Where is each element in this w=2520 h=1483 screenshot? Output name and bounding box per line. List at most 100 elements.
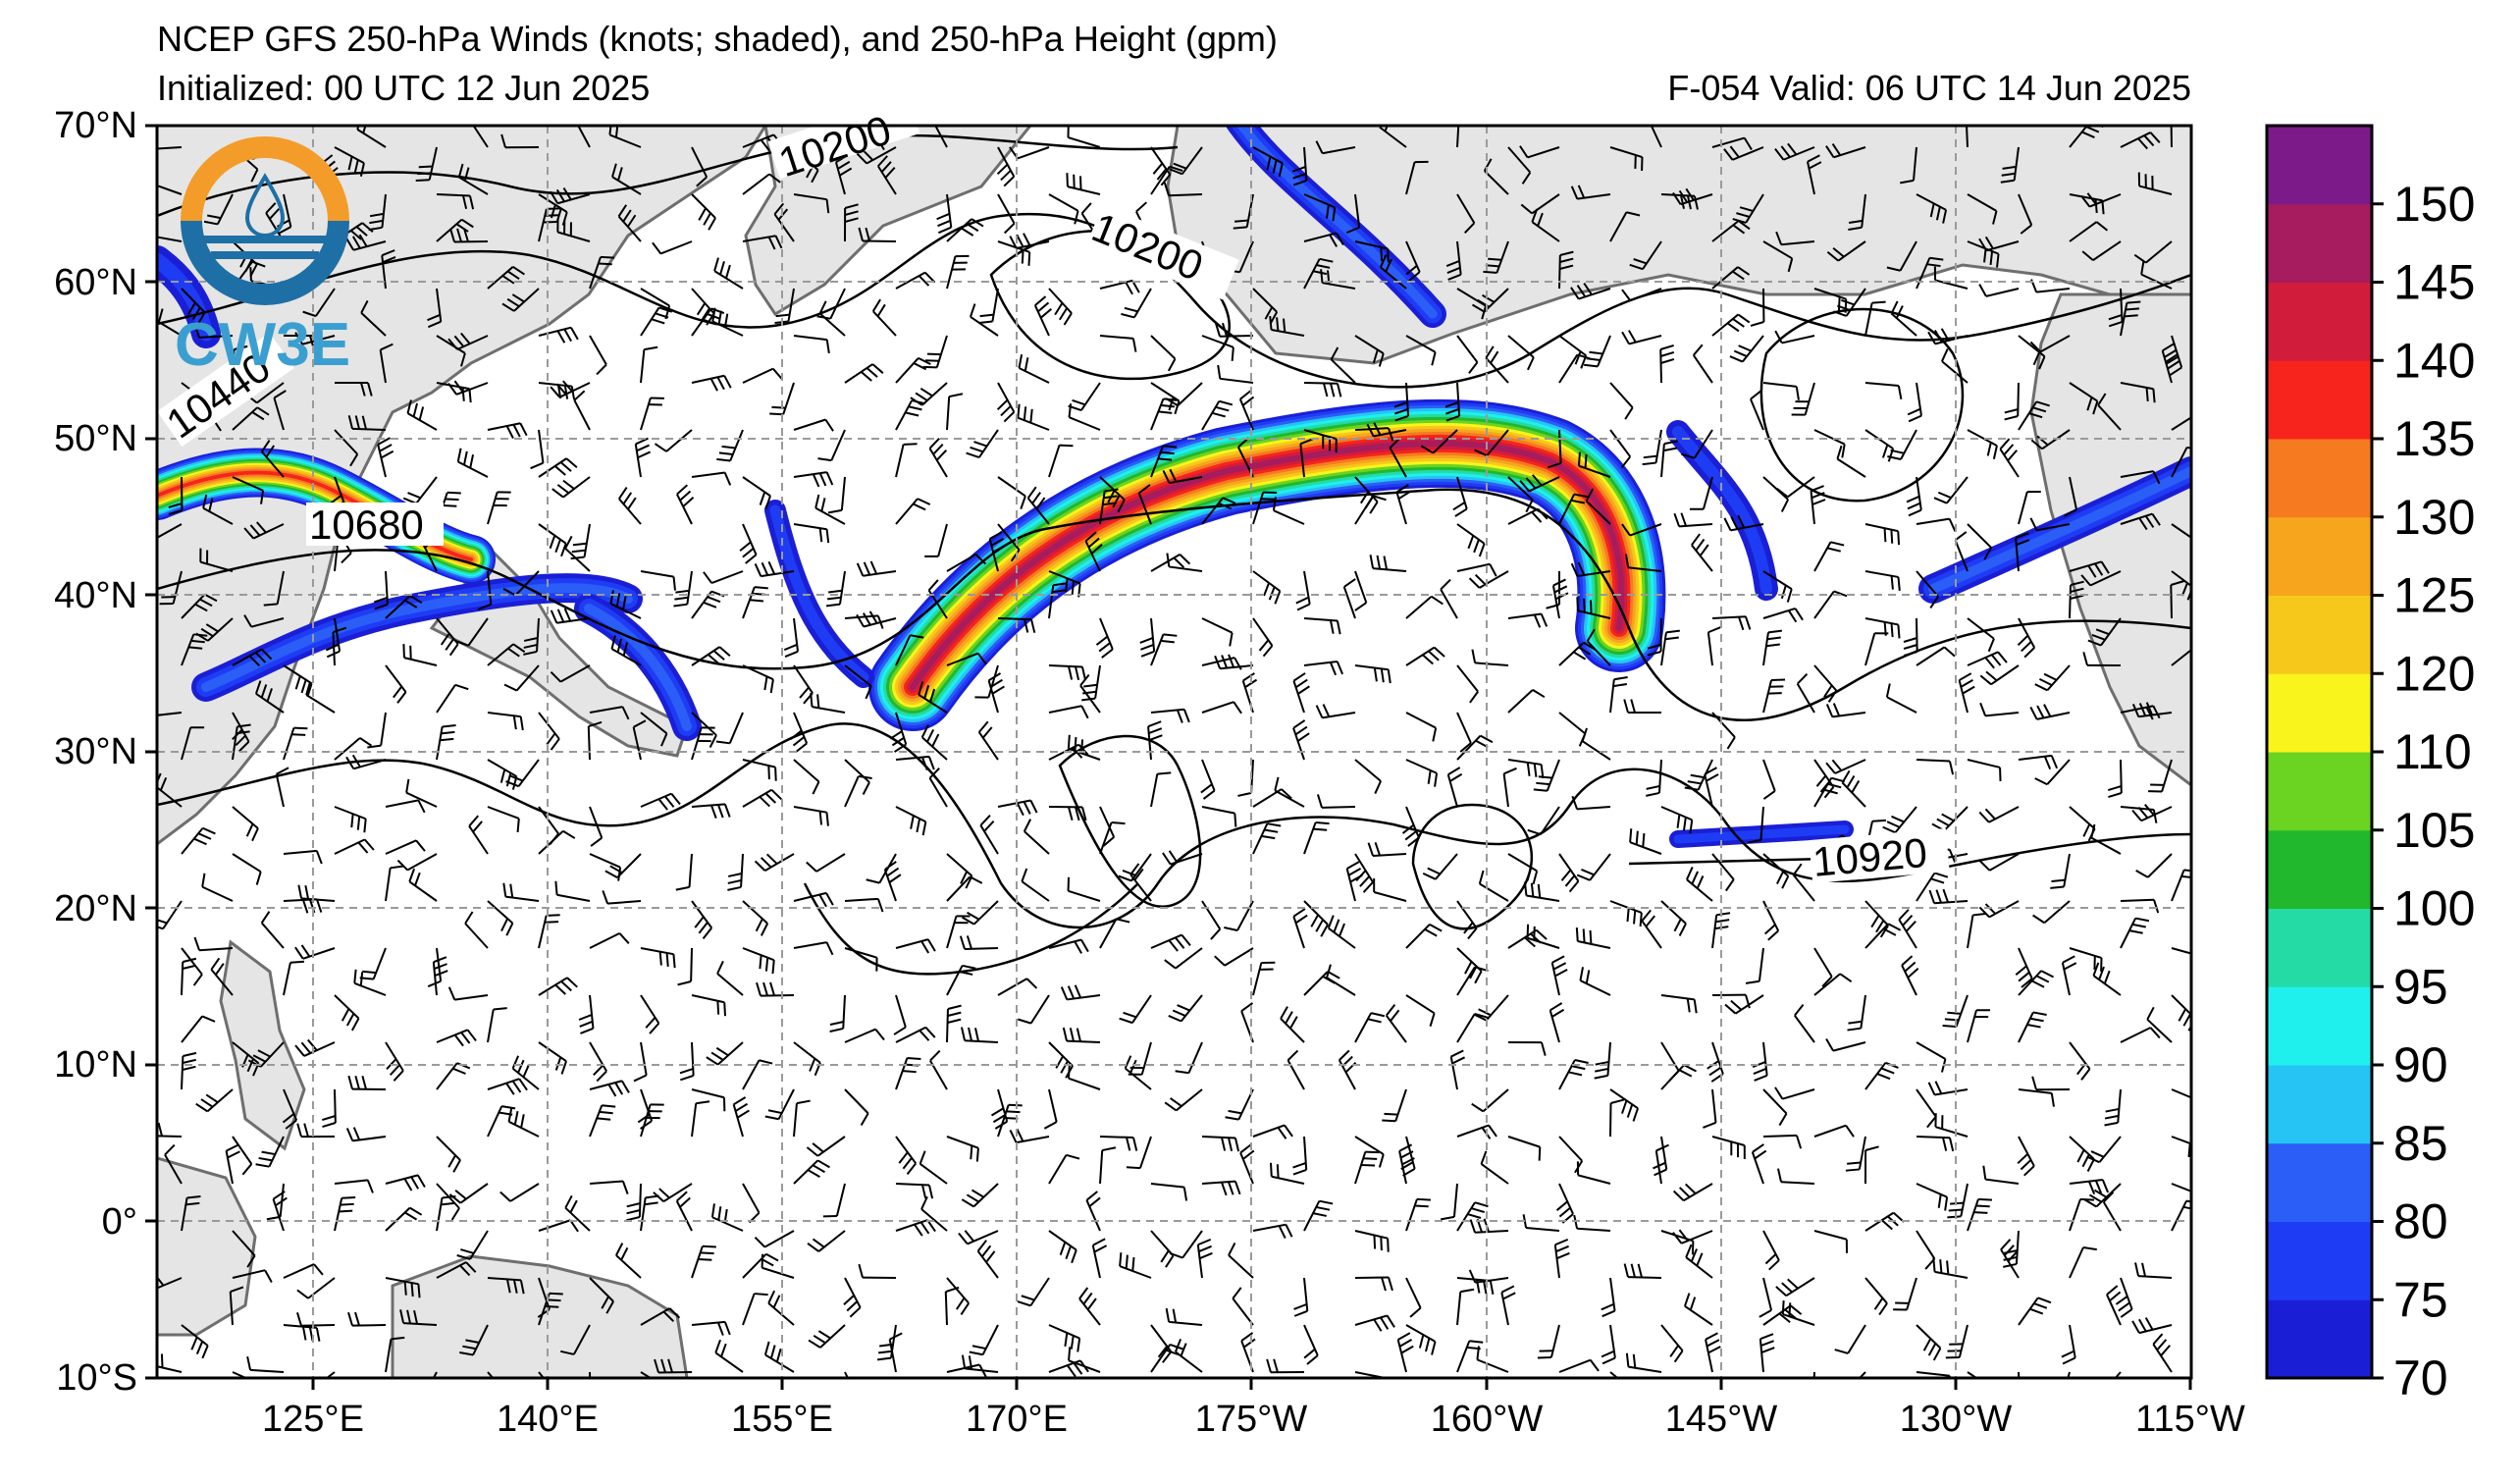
wind-barb-feather	[1932, 1348, 1942, 1361]
wind-barb-feather	[578, 1013, 593, 1021]
wind-barb	[2106, 1294, 2122, 1326]
wind-barb-feather	[2200, 412, 2210, 421]
wind-barb-feather	[2128, 929, 2143, 934]
wind-barb-feather	[1559, 250, 1574, 256]
wind-barb-feather	[1427, 769, 1432, 784]
wind-barb-feather	[1946, 1260, 1950, 1275]
wind-barb	[1016, 240, 1050, 249]
wind-barb-feather	[1792, 863, 1803, 876]
wind-barb	[793, 664, 814, 694]
wind-barb	[1201, 335, 1234, 348]
wind-barb-feather	[1381, 1277, 1387, 1292]
wind-barb	[334, 617, 341, 652]
wind-barb-feather	[500, 133, 506, 148]
wind-barb	[436, 1136, 461, 1161]
wind-barb-feather	[1336, 661, 1344, 675]
wind-barb	[844, 897, 878, 902]
wind-barb-feather	[672, 954, 676, 969]
wind-barb	[1683, 1183, 1713, 1202]
wind-barb-feather	[1811, 485, 1824, 493]
wind-barb-feather	[1362, 881, 1374, 893]
wind-barb	[1150, 1344, 1172, 1373]
wind-barb-feather	[772, 367, 783, 380]
wind-barb-feather	[1663, 447, 1678, 452]
wind-barb-feather	[1678, 1069, 1693, 1078]
wind-barb-feather	[783, 643, 798, 652]
wind-barb-feather	[1500, 1285, 1515, 1294]
wind-barb	[1373, 429, 1407, 438]
wind-barb-feather	[660, 732, 668, 747]
wind-barb	[1711, 915, 1718, 949]
wind-barb-feather	[427, 320, 442, 329]
wind-barb-feather	[715, 1046, 729, 1057]
wind-barb-feather	[1429, 1013, 1436, 1028]
wind-barb-feather	[440, 737, 454, 742]
wind-barb-feather	[703, 318, 717, 326]
wind-barb-feather	[679, 1196, 691, 1208]
wind-barb-feather	[652, 241, 662, 255]
jet-speed-band	[1672, 426, 1772, 595]
wind-barb-feather	[1098, 642, 1111, 653]
wind-barb-feather	[1589, 350, 1603, 355]
wind-barb-feather	[1295, 678, 1308, 689]
wind-barb-feather	[1444, 401, 1459, 408]
wind-barb-feather	[1090, 544, 1103, 555]
wind-barb-feather	[621, 706, 630, 720]
wind-barb	[1292, 727, 1305, 761]
wind-barb	[1099, 1136, 1134, 1139]
wind-barb-feather	[665, 952, 669, 967]
wind-barb-feather	[894, 743, 907, 753]
wind-barb-feather	[673, 603, 688, 608]
wind-barb-feather	[201, 1015, 216, 1023]
wind-barb	[538, 806, 559, 835]
wind-barb-feather	[2026, 1024, 2041, 1029]
wind-barb-feather	[1464, 961, 1473, 975]
wind-barb-feather	[1168, 850, 1179, 863]
wind-barb-feather	[1131, 338, 1137, 352]
wind-barb	[1048, 1230, 1077, 1251]
wind-barb	[1483, 288, 1509, 313]
wind-barb	[844, 1088, 869, 1115]
lat-label: 10°S	[56, 1357, 137, 1399]
wind-barb-feather	[454, 1190, 467, 1200]
wind-barb-feather	[463, 228, 469, 242]
wind-barb-feather	[1672, 1190, 1685, 1201]
wind-barb	[1303, 429, 1338, 441]
wind-barb-feather	[396, 691, 407, 704]
wind-barb	[1048, 585, 1055, 619]
wind-barb	[761, 1266, 795, 1279]
wind-barb	[1751, 1151, 1764, 1185]
wind-barb-feather	[1315, 919, 1324, 932]
wind-barb-feather	[1460, 1288, 1475, 1294]
wind-barb-feather	[377, 437, 391, 446]
wind-barb-feather	[1227, 1181, 1234, 1195]
wind-barb-feather	[1053, 582, 1068, 587]
wind-barb	[2000, 1248, 2020, 1279]
wind-barb-feather	[265, 445, 276, 458]
wind-barb-feather	[1826, 547, 1841, 553]
wind-barb-feather	[2134, 917, 2150, 923]
wind-barb-feather	[579, 1020, 594, 1028]
wind-barb	[1201, 617, 1234, 634]
wind-barb-feather	[1467, 1213, 1482, 1219]
wind-barb-feather	[519, 716, 524, 731]
wind-barb-feather	[1564, 874, 1576, 887]
wind-barb	[1813, 947, 1833, 978]
wind-barb	[793, 1103, 798, 1138]
wind-barb-feather	[1490, 350, 1499, 364]
wind-barb-feather	[2002, 165, 2017, 170]
wind-barb-feather	[1234, 813, 1237, 827]
wind-barb-feather	[988, 672, 1002, 682]
wind-barb-feather	[707, 596, 721, 604]
wind-barb-feather	[2145, 702, 2154, 715]
wind-barb-feather	[1376, 555, 1382, 569]
wind-barb-feather	[1388, 1379, 1389, 1393]
wind-barb-feather	[1632, 1353, 1637, 1368]
wind-barb-feather	[723, 1002, 726, 1017]
wind-barb	[1405, 994, 1436, 1015]
wind-barb-feather	[1760, 1340, 1774, 1348]
wind-barb-feather	[795, 742, 808, 753]
wind-barb	[164, 1154, 183, 1185]
wind-barb-feather	[501, 275, 515, 285]
wind-barb-feather	[1240, 1002, 1254, 1012]
